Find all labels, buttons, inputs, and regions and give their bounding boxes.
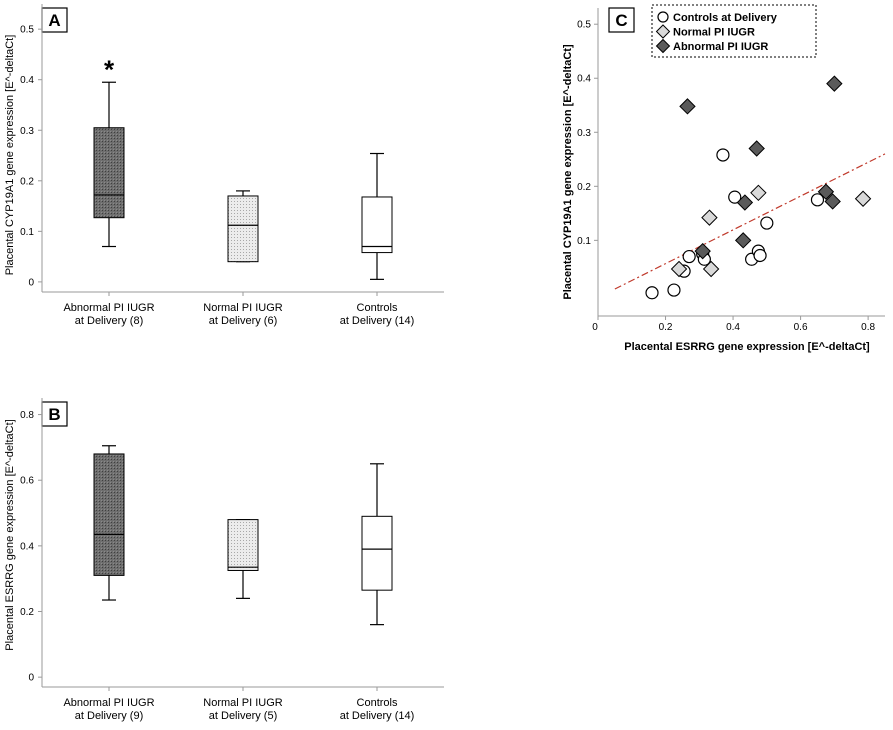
scatter-point-abnormal bbox=[694, 242, 711, 260]
y-tick-label: 0.2 bbox=[577, 182, 591, 193]
y-tick-label: 0.5 bbox=[577, 20, 591, 31]
scatter-point-control bbox=[716, 148, 730, 162]
category-label: at Delivery (5) bbox=[209, 710, 277, 722]
category-label: Abnormal PI IUGR bbox=[63, 302, 154, 314]
box-abnormal bbox=[93, 453, 125, 576]
scatter-point-abnormal bbox=[817, 183, 835, 200]
y-axis-title: Placental CYP19A1 gene expression [E^-de… bbox=[562, 44, 574, 300]
legend-label: Normal PI IUGR bbox=[673, 27, 755, 39]
category-label: Normal PI IUGR bbox=[203, 697, 283, 709]
y-tick-label: 0 bbox=[28, 277, 34, 288]
category-label: at Delivery (6) bbox=[209, 315, 277, 327]
legend-marker-abnormal bbox=[655, 38, 671, 54]
x-tick-label: 0.6 bbox=[794, 322, 808, 333]
x-tick-label: 0.4 bbox=[726, 322, 740, 333]
scatter-point-control bbox=[760, 216, 774, 230]
panel-label: B bbox=[48, 405, 60, 424]
panel-c: C Placental CYP19A1 gene expression [E^-… bbox=[562, 4, 886, 353]
panel-b: B Placental ESRRG gene expression [E^-de… bbox=[4, 398, 444, 722]
panel-a: A Placental CYP19A1 gene expression [E^-… bbox=[4, 4, 444, 327]
scatter-point-control bbox=[753, 248, 767, 263]
box-normal bbox=[227, 519, 259, 571]
scatter-point-control bbox=[682, 249, 696, 264]
panel-label: C bbox=[615, 11, 627, 30]
y-tick-label: 0.6 bbox=[20, 476, 34, 487]
scatter-point-abnormal bbox=[826, 75, 843, 92]
y-tick-label: 0.1 bbox=[20, 227, 34, 238]
category-label: at Delivery (8) bbox=[75, 315, 143, 327]
x-axis-title: Placental ESRRG gene expression [E^-delt… bbox=[624, 341, 870, 353]
legend: Controls at Delivery Normal PI IUGR Abnorm… bbox=[651, 4, 817, 58]
scatter-point-normal bbox=[854, 190, 872, 207]
panel-label-box bbox=[608, 7, 635, 33]
category-label: Controls bbox=[357, 697, 398, 709]
y-axis-title: Placental CYP19A1 gene expression [E^-de… bbox=[4, 35, 16, 276]
panel-label: A bbox=[48, 11, 60, 30]
y-tick-label: 0.2 bbox=[20, 176, 34, 187]
category-label: Controls bbox=[357, 302, 398, 314]
scatter-point-abnormal bbox=[679, 98, 696, 115]
x-tick-label: 0.2 bbox=[659, 322, 673, 333]
box-normal bbox=[227, 195, 259, 263]
scatter-point-abnormal bbox=[748, 140, 765, 157]
regression-line bbox=[614, 153, 886, 290]
y-tick-label: 0.1 bbox=[577, 236, 591, 247]
scatter-point-normal bbox=[670, 260, 688, 278]
scatter-point-normal bbox=[702, 260, 720, 278]
scatter-point-normal bbox=[750, 184, 767, 202]
y-axis-title: Placental ESRRG gene expression [E^-delt… bbox=[4, 419, 16, 650]
x-tick-label: 0.8 bbox=[861, 322, 875, 333]
y-tick-label: 0.8 bbox=[20, 410, 34, 421]
scatter-point-abnormal bbox=[824, 193, 841, 210]
y-tick-label: 0.3 bbox=[20, 126, 34, 137]
box-control bbox=[361, 515, 393, 591]
legend-label: Abnormal PI IUGR bbox=[673, 41, 768, 53]
y-tick-label: 0.4 bbox=[20, 75, 34, 86]
legend-box bbox=[651, 4, 817, 58]
scatter-point-control bbox=[667, 283, 681, 297]
legend-marker-normal bbox=[655, 24, 671, 39]
y-tick-label: 0.5 bbox=[20, 25, 34, 36]
scatter-point-control bbox=[728, 190, 742, 204]
legend-marker-control bbox=[657, 11, 669, 23]
scatter-point-control bbox=[810, 193, 825, 207]
category-label: at Delivery (14) bbox=[340, 710, 415, 722]
y-tick-label: 0.3 bbox=[577, 128, 591, 139]
significance-star: * bbox=[104, 55, 115, 85]
scatter-point-control bbox=[645, 286, 659, 300]
category-label: Abnormal PI IUGR bbox=[63, 697, 154, 709]
box-abnormal bbox=[93, 127, 125, 219]
legend-label: Controls at Delivery bbox=[673, 12, 778, 24]
box-control bbox=[361, 196, 393, 254]
scatter-point-abnormal bbox=[736, 194, 754, 211]
category-label: Normal PI IUGR bbox=[203, 302, 283, 314]
scatter-point-normal bbox=[701, 209, 718, 226]
y-tick-label: 0.4 bbox=[20, 541, 34, 552]
y-tick-label: 0.2 bbox=[20, 607, 34, 618]
category-label: at Delivery (9) bbox=[75, 710, 143, 722]
y-tick-label: 0 bbox=[28, 673, 34, 684]
category-label: at Delivery (14) bbox=[340, 315, 415, 327]
x-tick-label: 0 bbox=[592, 322, 598, 333]
scatter-point-abnormal bbox=[734, 232, 752, 249]
y-tick-label: 0.4 bbox=[577, 74, 591, 85]
